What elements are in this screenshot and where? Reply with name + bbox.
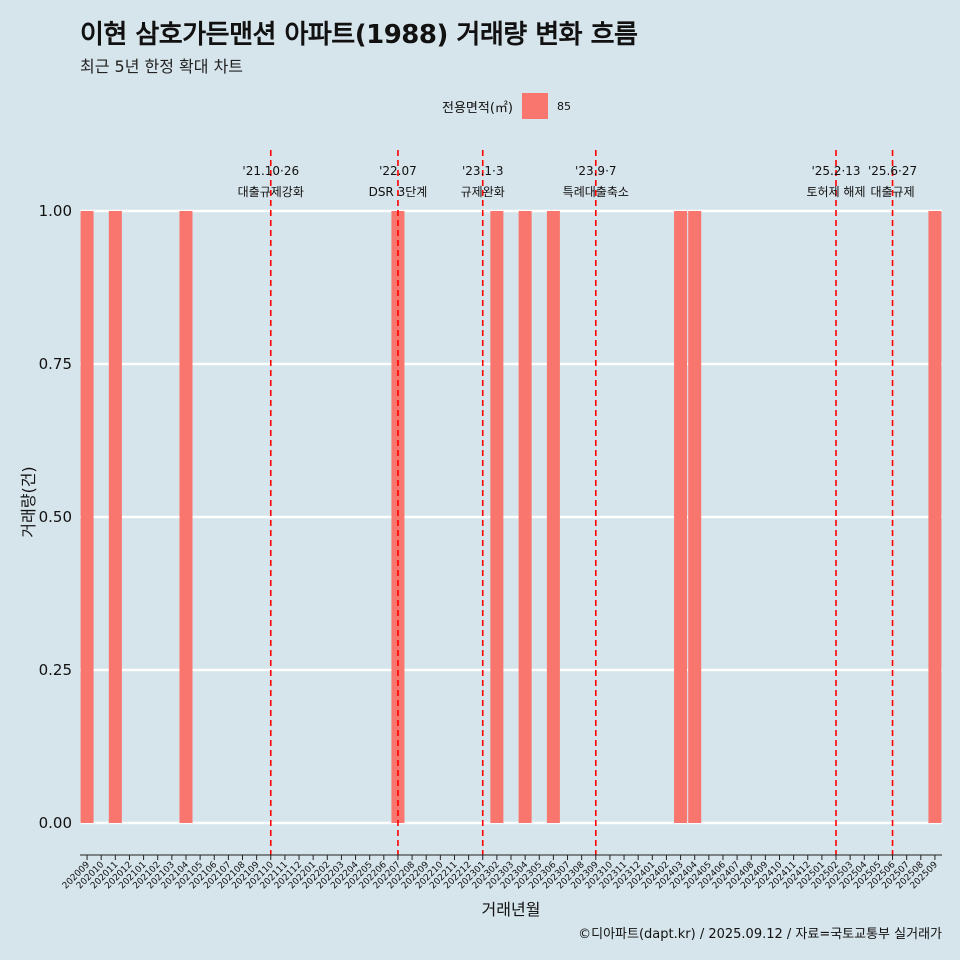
annotation-text: 특례대출축소	[563, 185, 629, 199]
legend-label: 85	[556, 99, 571, 113]
y-axis-title: 거래량(건)	[19, 466, 38, 537]
bar	[490, 211, 504, 823]
bar	[688, 211, 702, 823]
legend: 전용면적(㎡) 85	[442, 93, 571, 119]
annotation-text: DSR 3단계	[369, 185, 428, 199]
legend-title: 전용면적(㎡)	[442, 100, 513, 116]
annotation-text: 대출규제강화	[238, 185, 304, 199]
bar	[928, 211, 942, 823]
x-axis-title: 거래년월	[482, 900, 541, 919]
bar	[108, 211, 122, 823]
annotation-text: 규제완화	[461, 185, 505, 199]
bar	[80, 211, 94, 823]
bar	[546, 211, 560, 823]
y-tick-label: 1.00	[39, 202, 72, 220]
annotation-text: 대출규제	[870, 185, 914, 199]
chart-subtitle: 최근 5년 한정 확대 차트	[80, 57, 244, 76]
annotation-date: '23.9·7	[575, 164, 616, 178]
legend-swatch	[521, 93, 548, 119]
bar	[179, 211, 193, 823]
annotation-date: '25.2·13	[811, 164, 860, 178]
bar	[674, 211, 688, 823]
annotation-text: 토허제 해제	[807, 185, 866, 199]
y-tick-label: 0.00	[39, 814, 72, 832]
y-tick-label: 0.75	[39, 355, 72, 373]
y-tick-label: 0.25	[39, 661, 72, 679]
annotation-date: '21.10·26	[242, 164, 299, 178]
annotation-date: '23.1·3	[462, 164, 503, 178]
annotation-date: '25.6·27	[868, 164, 917, 178]
source-caption: ©디아파트(dapt.kr) / 2025.09.12 / 자료=국토교통부 실…	[578, 927, 942, 942]
chart-title: 이현 삼호가든맨션 아파트(1988) 거래량 변화 흐름	[80, 20, 638, 50]
annotation-date: '22.07	[379, 164, 417, 178]
bar	[518, 211, 532, 823]
bar	[391, 211, 405, 823]
y-tick-label: 0.50	[39, 508, 72, 526]
